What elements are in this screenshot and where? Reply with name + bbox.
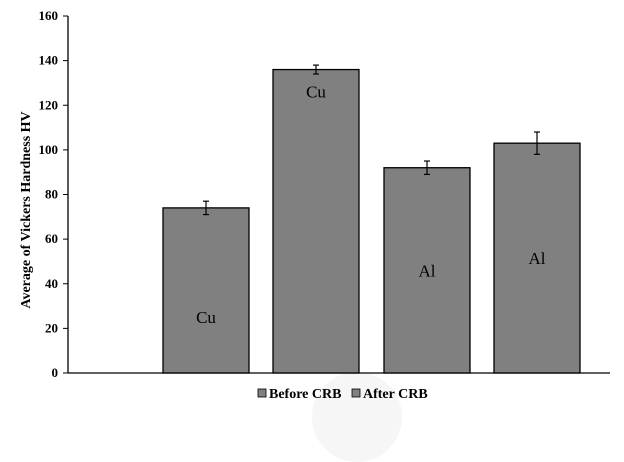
y-tick-label: 120 bbox=[39, 97, 59, 112]
y-tick-label: 20 bbox=[45, 320, 58, 335]
y-tick-label: 80 bbox=[45, 187, 58, 202]
bar bbox=[162, 207, 250, 374]
bar-chart: 0 20 40 60 80 100 120 140 160 Cu Cu Al Al Average o… bbox=[19, 8, 610, 402]
legend-swatch bbox=[257, 388, 267, 398]
y-tick-label: 60 bbox=[45, 231, 58, 246]
legend-entry-label: Before CRB bbox=[269, 387, 341, 402]
y-tick-label: 160 bbox=[39, 8, 59, 23]
bar bbox=[272, 68, 360, 374]
y-tick-label: 40 bbox=[45, 276, 58, 291]
y-tick-label: 100 bbox=[39, 142, 59, 157]
bar-label: Cu bbox=[306, 83, 326, 102]
y-tick-label: 0 bbox=[52, 365, 59, 380]
bar bbox=[383, 167, 471, 374]
legend: Before CRB After CRB bbox=[257, 387, 428, 402]
bars bbox=[162, 64, 581, 374]
legend-swatch bbox=[351, 388, 361, 398]
y-axis-title: Average of Vickers Hardness HV bbox=[19, 111, 34, 308]
bar-labels: Cu Cu Al Al bbox=[196, 83, 546, 327]
y-tick-label: 140 bbox=[39, 53, 59, 68]
legend-entry-label: After CRB bbox=[363, 387, 428, 402]
bar-label: Al bbox=[419, 261, 436, 280]
bar-label: Cu bbox=[196, 308, 216, 327]
bar-label: Al bbox=[529, 249, 546, 268]
